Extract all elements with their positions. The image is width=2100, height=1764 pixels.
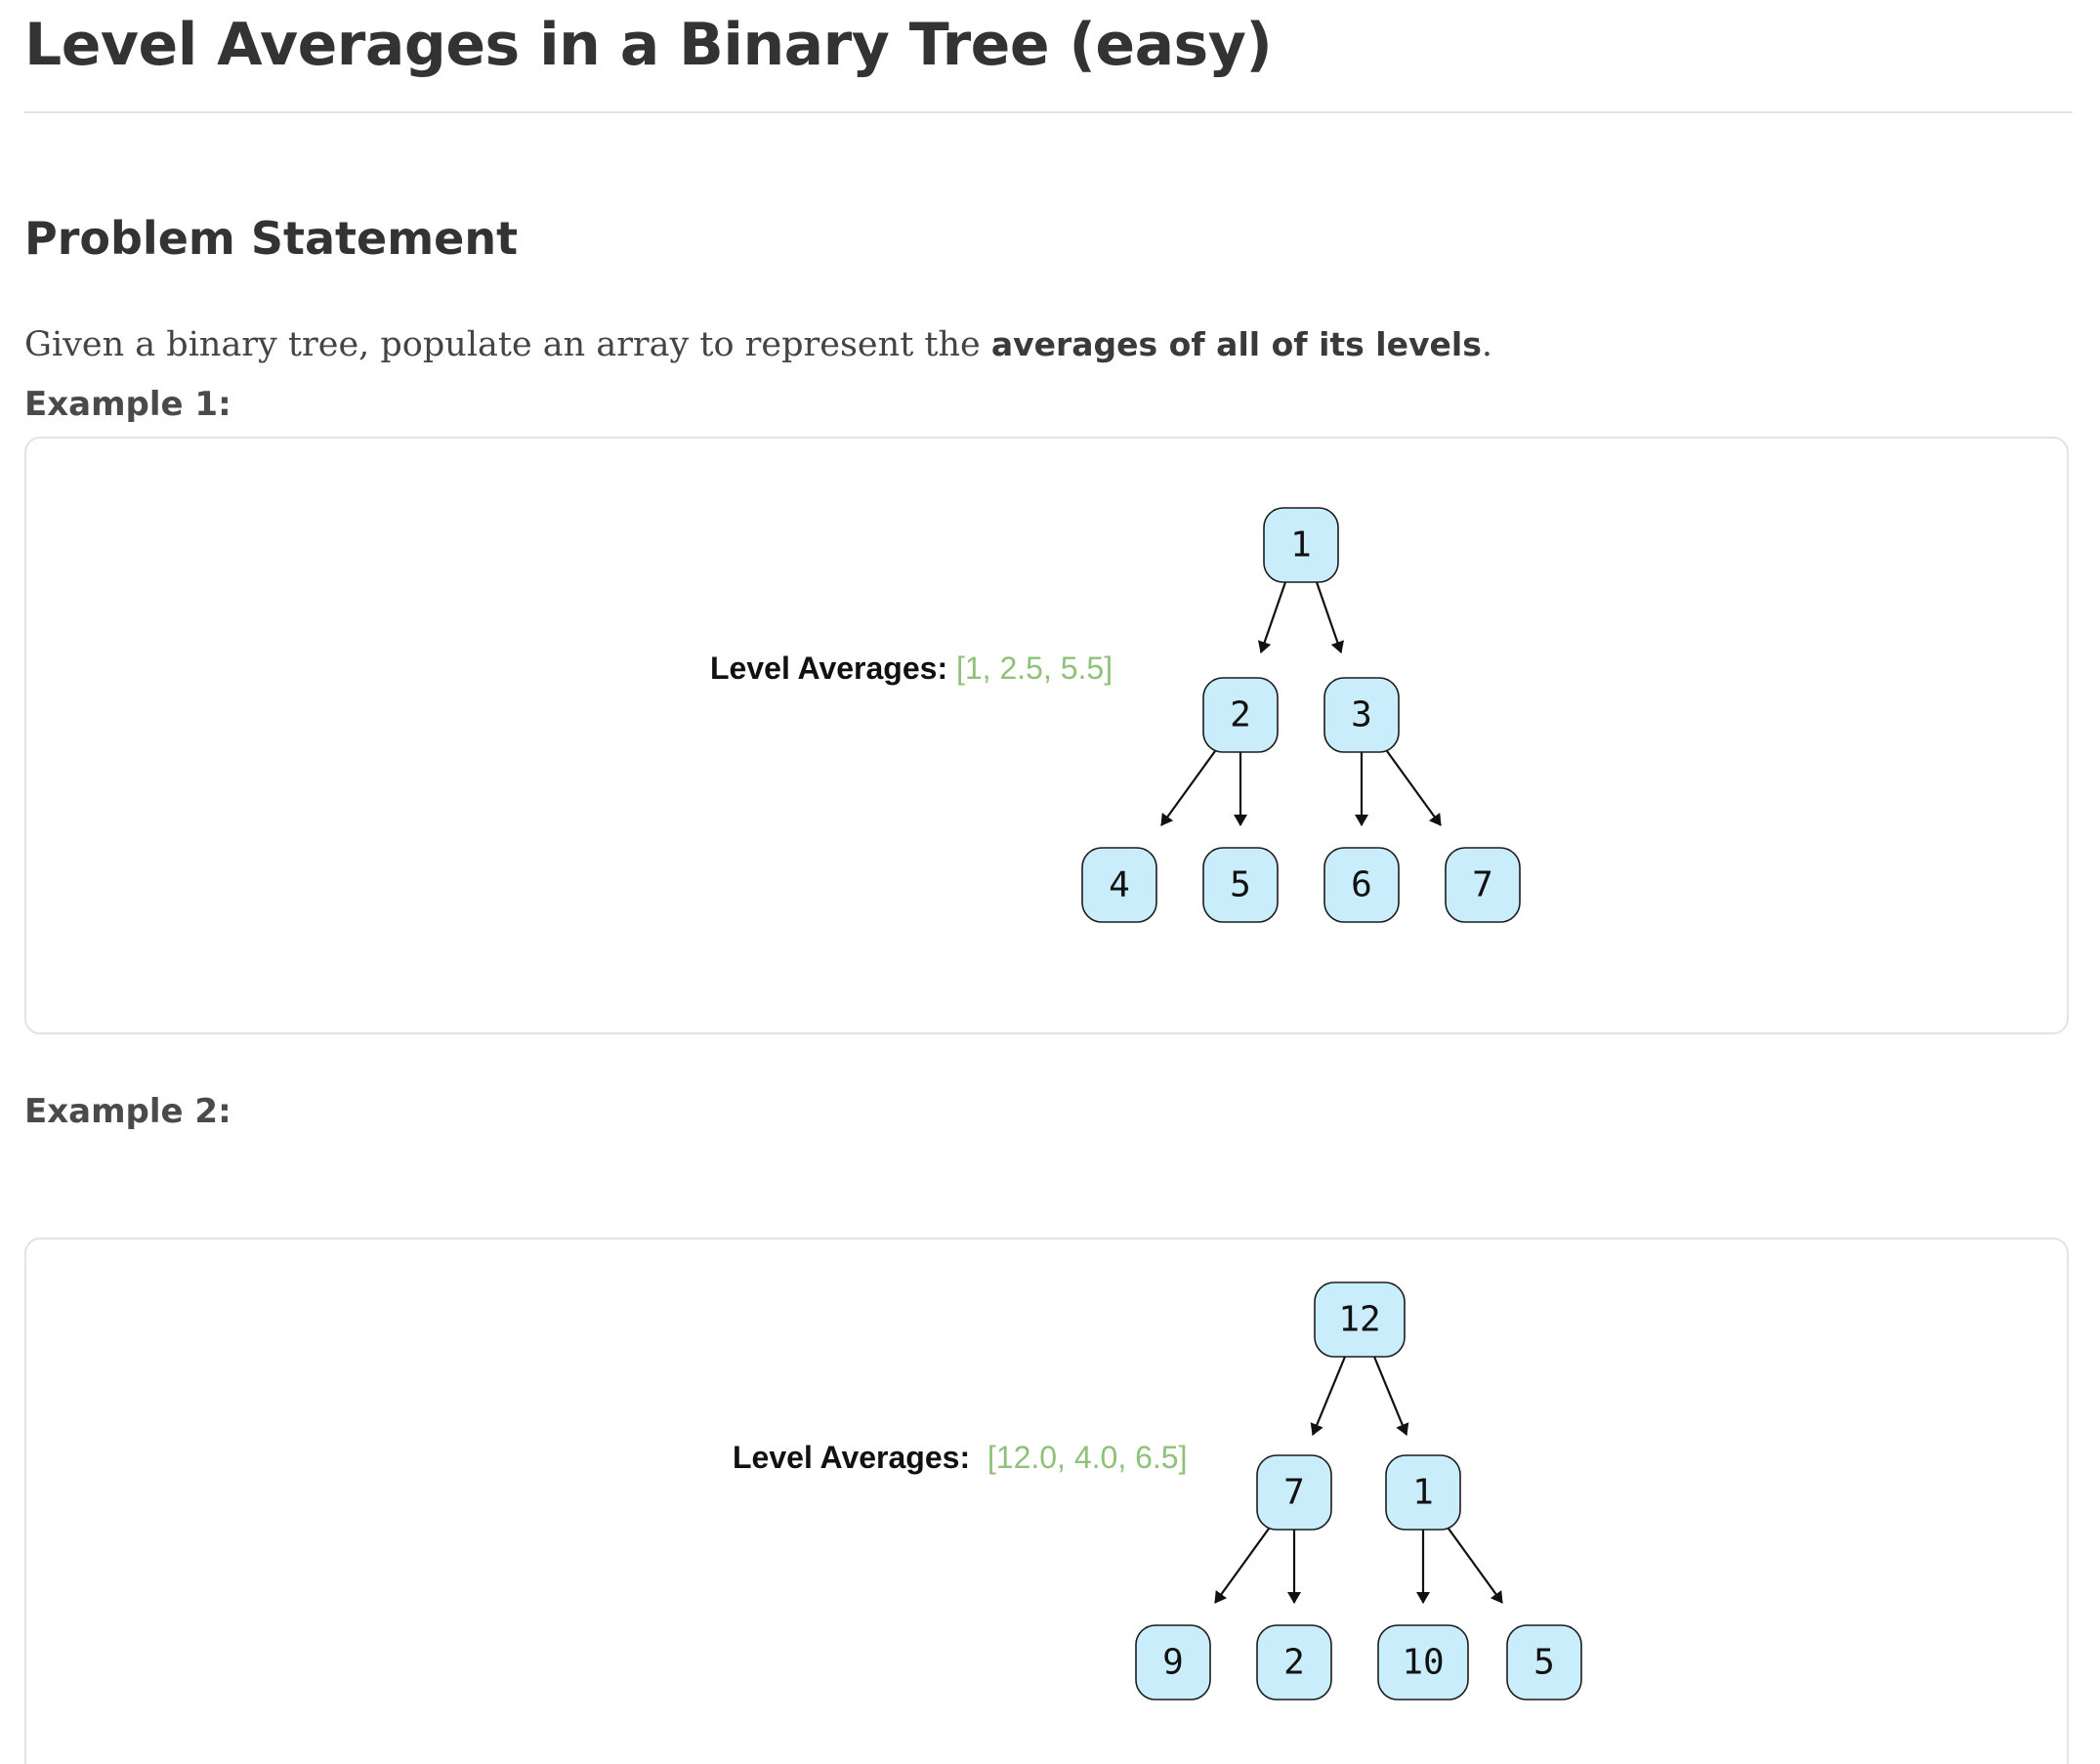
example-2-averages-value: [12.0, 4.0, 6.5] — [987, 1440, 1188, 1475]
example-1-node-level2-left: 2 — [1202, 677, 1279, 753]
example-2-averages: Level Averages: [12.0, 4.0, 6.5] — [733, 1438, 1187, 1477]
example-2-node-root-value: 12 — [1338, 1300, 1380, 1340]
example-2-node-level2-left: 7 — [1256, 1454, 1332, 1531]
example-1-node-level3-2: 5 — [1202, 847, 1279, 923]
example-1-node-level2-right: 3 — [1323, 677, 1400, 753]
example-2-box: Level Averages: [12.0, 4.0, 6.5] 12 7 1 — [24, 1238, 2069, 1764]
example-2-edge-7-9 — [1214, 1528, 1270, 1604]
example-2-label: Example 2: — [24, 1092, 231, 1131]
problem-statement-heading: Problem Statement — [24, 212, 519, 265]
statement-emphasis: averages of all of its levels — [990, 325, 1482, 363]
statement-suffix: . — [1481, 325, 1492, 364]
page-title: Level Averages in a Binary Tree (easy) — [24, 11, 1273, 79]
example-1-edge-1-3 — [1315, 581, 1345, 653]
example-2-node-level3-3: 10 — [1377, 1624, 1469, 1701]
example-2-node-level2-right-value: 1 — [1412, 1473, 1434, 1513]
example-1-averages-label: Level Averages: — [710, 651, 948, 686]
example-1-node-level3-1: 4 — [1081, 847, 1157, 923]
statement-prefix: Given a binary tree, populate an array t… — [24, 325, 991, 364]
example-1-label: Example 1: — [24, 385, 231, 424]
title-divider — [24, 111, 2073, 113]
example-1-node-level3-1-value: 4 — [1109, 865, 1130, 905]
problem-statement-text: Given a binary tree, populate an array t… — [24, 320, 1492, 369]
example-2-node-level2-right: 1 — [1385, 1454, 1461, 1531]
example-1-node-level3-3: 6 — [1323, 847, 1400, 923]
example-1-node-level3-3-value: 6 — [1351, 865, 1372, 905]
example-1-averages-value: [1, 2.5, 5.5] — [955, 651, 1113, 686]
example-2-node-level2-left-value: 7 — [1283, 1473, 1305, 1513]
example-1-node-level2-right-value: 3 — [1351, 695, 1372, 735]
example-2-tree: 12 7 1 9 2 10 5 — [1135, 1281, 1582, 1701]
example-1-node-root-value: 1 — [1290, 525, 1312, 566]
example-2-edge-12-1 — [1372, 1356, 1409, 1436]
example-2-node-level3-1-value: 9 — [1162, 1643, 1184, 1683]
example-1-node-level3-4: 7 — [1445, 847, 1521, 923]
example-2-node-level3-2: 2 — [1256, 1624, 1332, 1701]
example-2-node-root: 12 — [1314, 1281, 1406, 1358]
example-2-node-level3-4: 5 — [1506, 1624, 1582, 1701]
example-2-edge-1-5 — [1448, 1528, 1503, 1604]
example-1-box: Level Averages: [1, 2.5, 5.5] 1 2 3 — [24, 437, 2069, 1034]
example-1-node-level3-4-value: 7 — [1472, 865, 1493, 905]
example-1-node-level2-left-value: 2 — [1230, 695, 1251, 735]
example-1-edge-3-7 — [1386, 750, 1442, 826]
example-2-node-level3-4-value: 5 — [1533, 1643, 1555, 1683]
example-1-edge-2-4 — [1160, 750, 1216, 826]
example-1-node-root: 1 — [1263, 507, 1339, 583]
example-2-node-level3-1: 9 — [1135, 1624, 1211, 1701]
example-1-node-level3-2-value: 5 — [1230, 865, 1251, 905]
example-2-edge-12-7 — [1310, 1356, 1347, 1436]
example-2-node-level3-2-value: 2 — [1283, 1643, 1305, 1683]
example-1-averages: Level Averages: [1, 2.5, 5.5] — [710, 649, 1113, 688]
example-1-edge-1-2 — [1257, 581, 1287, 653]
example-1-tree: 1 2 3 4 5 6 7 — [1081, 507, 1521, 923]
example-2-node-level3-3-value: 10 — [1402, 1643, 1444, 1683]
example-2-averages-label: Level Averages: — [733, 1440, 971, 1475]
